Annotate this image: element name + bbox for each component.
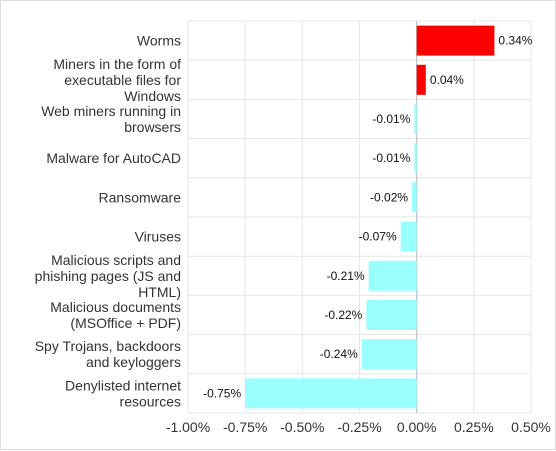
- x-tick-label: -0.50%: [280, 419, 324, 435]
- data-label: -0.02%: [370, 190, 408, 204]
- bar: [414, 104, 417, 134]
- category-label: Ransomware: [99, 189, 182, 205]
- bar: [366, 300, 417, 330]
- x-tick-label: -0.75%: [223, 419, 267, 435]
- category-label: Web miners running in browsers: [41, 103, 181, 135]
- x-tick-label: -0.25%: [337, 419, 381, 435]
- bar: [368, 260, 417, 291]
- category-label: Malicious scripts and phishing pages (JS …: [35, 252, 181, 300]
- bar: [412, 182, 417, 213]
- data-label: -0.01%: [372, 112, 410, 126]
- category-label-line: Web miners running in: [41, 103, 181, 119]
- category-label-line: Miners in the form of: [53, 56, 181, 72]
- category-label-line: and keyloggers: [86, 354, 181, 370]
- category-label-line: Denylisted internet: [65, 377, 181, 393]
- data-label: -0.21%: [327, 269, 365, 283]
- category-label: Worms: [137, 33, 181, 49]
- category-labels: Worms Miners in the form of executable fil…: [35, 33, 182, 410]
- category-label: Malware for AutoCAD: [46, 150, 181, 166]
- category-label-line: Viruses: [135, 229, 181, 245]
- category-label-line: resources: [120, 393, 181, 409]
- category-label-line: Malware for AutoCAD: [46, 150, 181, 166]
- data-label: -0.01%: [372, 151, 410, 165]
- bar: [416, 64, 426, 95]
- category-label: Miners in the form of executable files fo…: [53, 56, 181, 104]
- category-label-line: Ransomware: [99, 189, 182, 205]
- data-label: 0.04%: [430, 73, 464, 87]
- data-label: -0.75%: [203, 386, 241, 400]
- category-label-line: Worms: [137, 33, 181, 49]
- category-label-line: executable files for: [64, 72, 181, 88]
- data-label: -0.22%: [324, 308, 362, 322]
- category-label-line: Spy Trojans, backdoors: [35, 338, 181, 354]
- category-label-line: (MSOffice + PDF): [70, 315, 181, 331]
- category-label-line: phishing pages (JS and: [35, 268, 181, 284]
- x-tick-label: 0.00%: [397, 419, 437, 435]
- category-label: Malicious documents (MSOffice + PDF): [50, 299, 181, 331]
- category-label-line: Malicious scripts and: [51, 252, 181, 268]
- category-label-line: HTML): [138, 284, 181, 300]
- data-labels: 0.34% 0.04% -0.01% -0.01% -0.02% -0.07% -0.21%…: [203, 34, 533, 401]
- category-label: Viruses: [135, 229, 181, 245]
- category-label-line: Malicious documents: [50, 299, 181, 315]
- bars: [245, 25, 495, 409]
- bar: [361, 339, 417, 370]
- x-tick-label: 0.25%: [454, 419, 494, 435]
- bar: [245, 378, 417, 409]
- category-label: Spy Trojans, backdoors and keyloggers: [35, 338, 181, 370]
- category-label-line: browsers: [124, 119, 181, 135]
- data-label: 0.34%: [498, 34, 532, 48]
- data-label: -0.07%: [359, 230, 397, 244]
- bar: [400, 221, 417, 252]
- bar: [416, 25, 495, 56]
- gridlines: [187, 20, 532, 414]
- x-axis-ticks: -1.00% -0.75% -0.50% -0.25% 0.00% 0.25% 0.50%: [166, 419, 551, 435]
- x-tick-label: 0.50%: [511, 419, 551, 435]
- data-label: -0.24%: [320, 347, 358, 361]
- category-label-line: Windows: [124, 88, 181, 104]
- x-tick-label: -1.00%: [166, 419, 210, 435]
- bar: [414, 143, 417, 174]
- category-label: Denylisted internet resources: [65, 377, 181, 409]
